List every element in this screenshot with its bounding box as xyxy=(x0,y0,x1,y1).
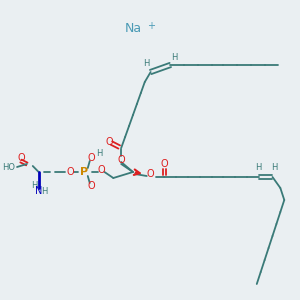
Text: O: O xyxy=(147,169,154,179)
Text: H: H xyxy=(32,181,38,190)
Text: O: O xyxy=(88,153,95,163)
Text: O: O xyxy=(98,165,105,175)
Text: H: H xyxy=(41,187,48,196)
Text: H: H xyxy=(256,163,262,172)
Text: H: H xyxy=(171,52,177,62)
Text: P: P xyxy=(80,167,88,177)
Text: Na: Na xyxy=(124,22,142,34)
Text: N: N xyxy=(35,186,42,196)
Text: H: H xyxy=(143,58,150,68)
Text: H: H xyxy=(271,163,278,172)
Text: O: O xyxy=(117,155,125,165)
Text: O: O xyxy=(66,167,74,177)
Text: O: O xyxy=(160,159,168,169)
Text: O: O xyxy=(17,153,25,163)
Text: H: H xyxy=(96,148,103,158)
Text: +: + xyxy=(147,21,155,31)
Text: O: O xyxy=(88,181,95,191)
Text: HO: HO xyxy=(2,164,15,172)
Text: O: O xyxy=(106,137,113,147)
